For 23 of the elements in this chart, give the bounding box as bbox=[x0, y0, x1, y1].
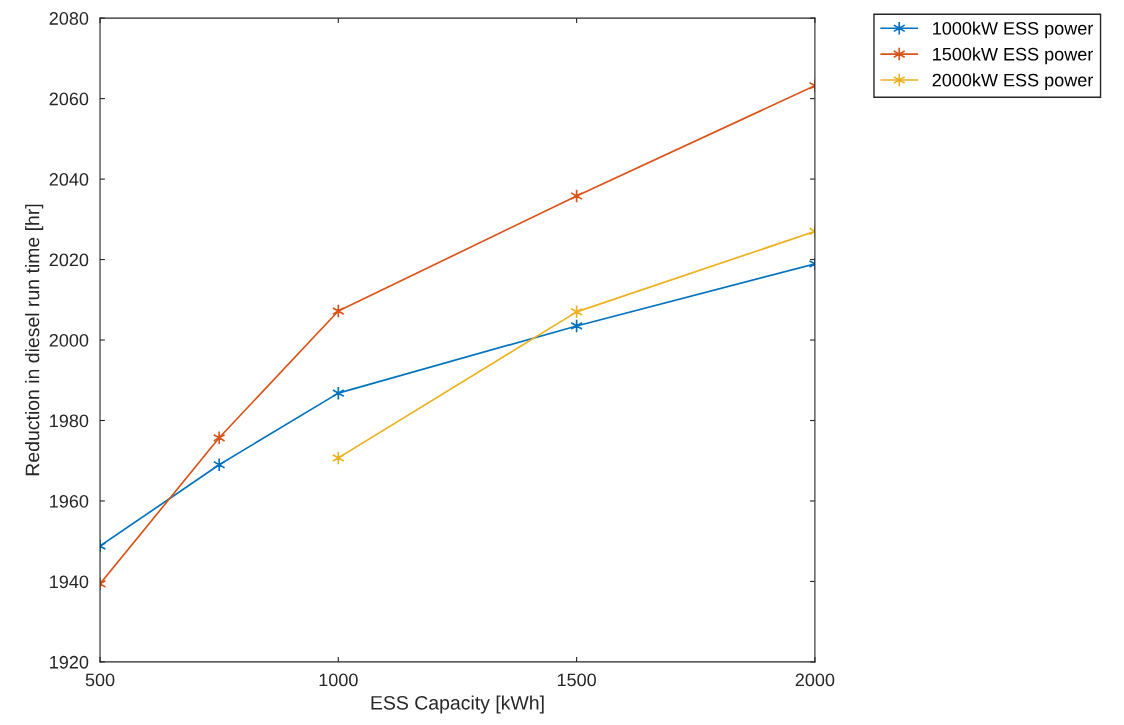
x-tick-label: 1500 bbox=[557, 673, 596, 687]
y-tick-label: 2020 bbox=[49, 253, 89, 267]
x-tick-label: 2000 bbox=[795, 673, 835, 687]
y-tick-label: 2080 bbox=[49, 12, 89, 25]
y-axis-title: Reduction in diesel run time [hr] bbox=[25, 204, 44, 476]
legend-label: 1000kW ESS power bbox=[933, 21, 1094, 39]
y-tick-label: 1920 bbox=[50, 655, 89, 669]
legend-label: 1500kW ESS power bbox=[933, 47, 1094, 65]
x-axis-title: ESS Capacity [kWh] bbox=[371, 695, 544, 714]
y-tick-label: 1960 bbox=[50, 494, 89, 508]
y-tick-label: 1980 bbox=[50, 414, 89, 428]
y-tick-label: 1940 bbox=[50, 575, 89, 589]
point bbox=[212, 430, 226, 445]
y-tick-label: 2060 bbox=[49, 92, 89, 106]
legend-label: 2000kW ESS power bbox=[932, 73, 1094, 91]
x-tick-label: 1000 bbox=[319, 673, 358, 687]
x-tick-label: 500 bbox=[85, 673, 115, 687]
y-tick-label: 2040 bbox=[49, 173, 89, 186]
y-tick-label: 2000 bbox=[49, 333, 89, 347]
point bbox=[332, 450, 345, 466]
point bbox=[332, 386, 345, 401]
point bbox=[212, 457, 226, 472]
point bbox=[332, 303, 345, 319]
